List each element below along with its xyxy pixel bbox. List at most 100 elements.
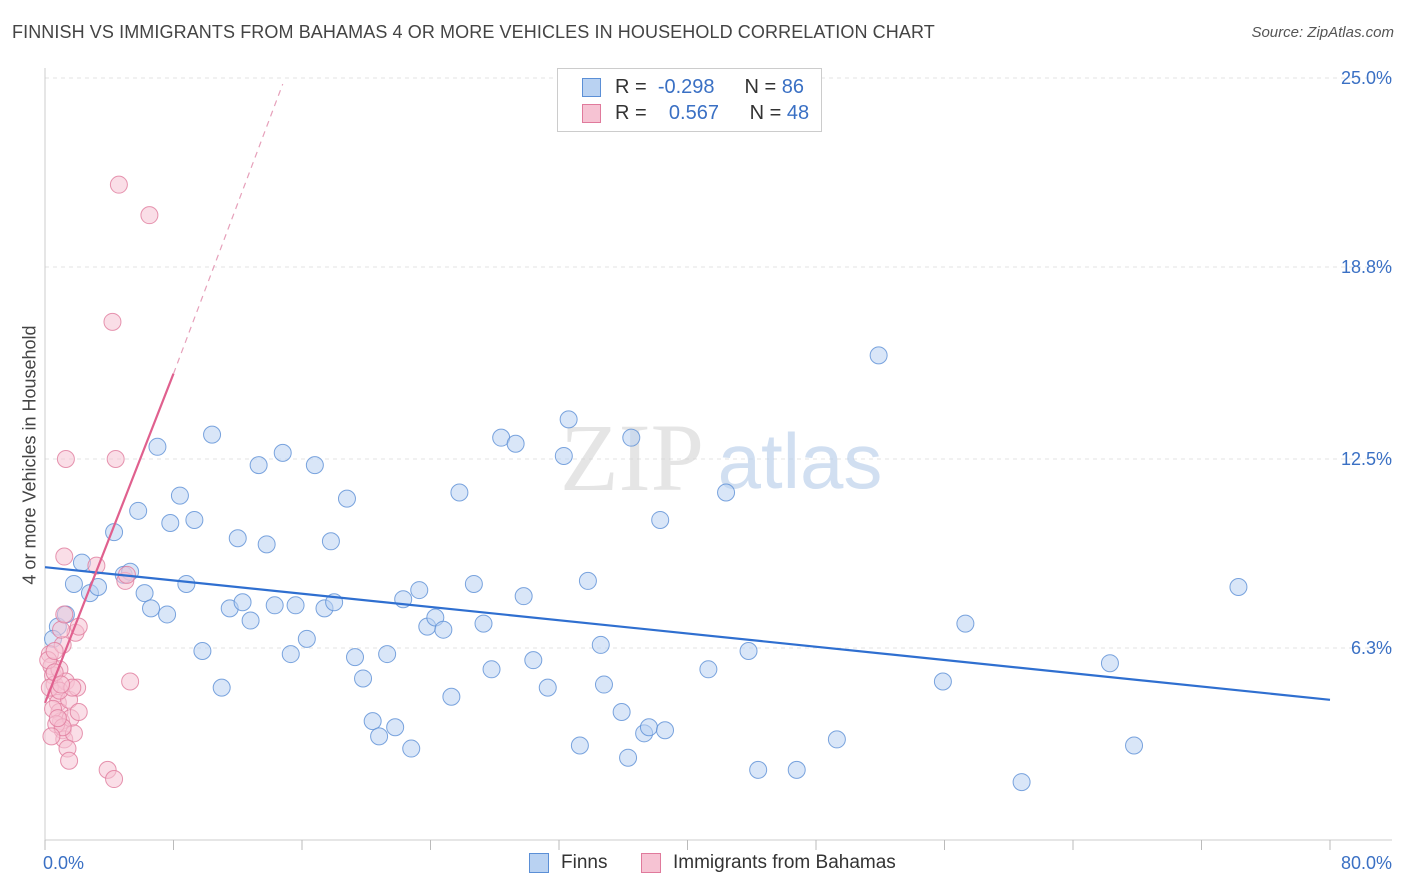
source-label: Source: ZipAtlas.com xyxy=(1251,24,1394,41)
data-point xyxy=(241,611,260,630)
trend-line-bahamas xyxy=(43,373,175,704)
data-point xyxy=(591,635,610,654)
data-point xyxy=(559,410,578,429)
data-point xyxy=(612,702,631,721)
data-point xyxy=(297,629,316,648)
data-point xyxy=(346,648,365,667)
data-point xyxy=(177,574,196,593)
data-points xyxy=(39,175,1248,792)
legend-r-value-finns: -0.298 xyxy=(657,75,715,98)
data-point xyxy=(233,593,252,612)
data-point xyxy=(273,443,292,462)
points-finns xyxy=(44,346,1248,792)
data-point xyxy=(281,645,300,664)
y-axis-label: 4 or more Vehicles in Household xyxy=(19,325,40,585)
legend-n-value-finns: 86 xyxy=(781,75,804,98)
series-legend-bahamas: Immigrants from Bahamas xyxy=(641,852,896,874)
series-legend-finns: Finns xyxy=(529,852,607,874)
data-point xyxy=(554,446,573,465)
data-point xyxy=(42,727,61,746)
data-point xyxy=(1125,736,1144,755)
data-point xyxy=(286,596,305,615)
data-point xyxy=(651,510,670,529)
data-point xyxy=(212,678,231,697)
data-point xyxy=(1012,773,1031,792)
data-point xyxy=(699,660,718,679)
data-point xyxy=(739,642,758,661)
data-point xyxy=(450,483,469,502)
data-point xyxy=(135,584,154,603)
series-swatch-finns xyxy=(529,853,549,873)
legend-r-label: R = xyxy=(615,75,647,98)
data-point xyxy=(45,642,64,661)
data-point xyxy=(140,206,159,225)
series-legend: Finns Immigrants from Bahamas xyxy=(0,852,1406,878)
tick-labels: 6.3% 12.5% 18.8% 25.0% 0.0% 80.0% xyxy=(43,68,1392,873)
data-point xyxy=(578,571,597,590)
data-point xyxy=(474,614,493,633)
data-point xyxy=(354,669,373,688)
data-point xyxy=(524,651,543,670)
data-point xyxy=(434,620,453,639)
legend-swatch-bahamas xyxy=(582,103,601,123)
data-point xyxy=(622,428,641,447)
data-point xyxy=(249,456,268,475)
data-point xyxy=(161,514,180,533)
data-point xyxy=(337,489,356,508)
data-point xyxy=(56,450,75,468)
data-point xyxy=(386,718,405,737)
data-point xyxy=(170,486,189,505)
data-point xyxy=(506,434,525,453)
legend-n-label: N = xyxy=(749,101,782,124)
data-point xyxy=(60,751,79,770)
legend-row-finns: R = -0.298 N = 86 xyxy=(582,74,804,100)
data-point xyxy=(464,574,483,593)
data-point xyxy=(305,456,324,475)
data-point xyxy=(749,760,768,779)
data-point xyxy=(594,675,613,694)
data-point xyxy=(193,642,212,661)
data-point xyxy=(570,736,589,755)
trend-line-bahamas-extension xyxy=(172,83,284,374)
data-point xyxy=(933,672,952,691)
data-point xyxy=(514,587,533,606)
data-point xyxy=(55,547,74,566)
data-point xyxy=(538,678,557,697)
data-point xyxy=(69,702,88,721)
data-point xyxy=(142,599,161,618)
chart-title: FINNISH VS IMMIGRANTS FROM BAHAMAS 4 OR … xyxy=(12,22,935,42)
y-tick-label: 12.5% xyxy=(1341,449,1392,469)
legend-r-value-bahamas: 0.567 xyxy=(668,101,719,124)
data-point xyxy=(257,535,276,554)
data-point xyxy=(148,437,167,456)
x-tick-label: 80.0% xyxy=(1341,853,1392,873)
data-point xyxy=(619,748,638,767)
data-point xyxy=(321,532,340,551)
series-swatch-bahamas xyxy=(641,853,661,873)
data-point xyxy=(203,425,222,444)
data-point xyxy=(55,605,74,624)
data-point xyxy=(105,770,124,789)
series-label-bahamas: Immigrants from Bahamas xyxy=(673,852,896,873)
series-label-finns: Finns xyxy=(561,852,608,873)
y-tick-label: 6.3% xyxy=(1351,638,1392,658)
data-point xyxy=(52,620,71,639)
data-point xyxy=(185,510,204,529)
data-point xyxy=(787,760,806,779)
data-point xyxy=(956,614,975,633)
trend-line-finns xyxy=(44,566,1331,701)
trend-lines xyxy=(43,83,1331,704)
data-point xyxy=(121,672,140,691)
data-point xyxy=(482,660,501,679)
data-point xyxy=(410,581,429,600)
y-tick-label: 18.8% xyxy=(1341,257,1392,277)
correlation-legend: R = -0.298 N = 86 R = 0.567 N = 48 xyxy=(557,68,822,132)
legend-swatch-finns xyxy=(582,77,601,97)
data-point xyxy=(378,645,397,664)
data-point xyxy=(48,709,67,728)
watermark-atlas: atlas xyxy=(718,417,883,505)
data-point xyxy=(869,346,888,365)
data-point xyxy=(129,501,148,520)
data-point xyxy=(265,596,284,615)
data-point xyxy=(1229,578,1248,597)
